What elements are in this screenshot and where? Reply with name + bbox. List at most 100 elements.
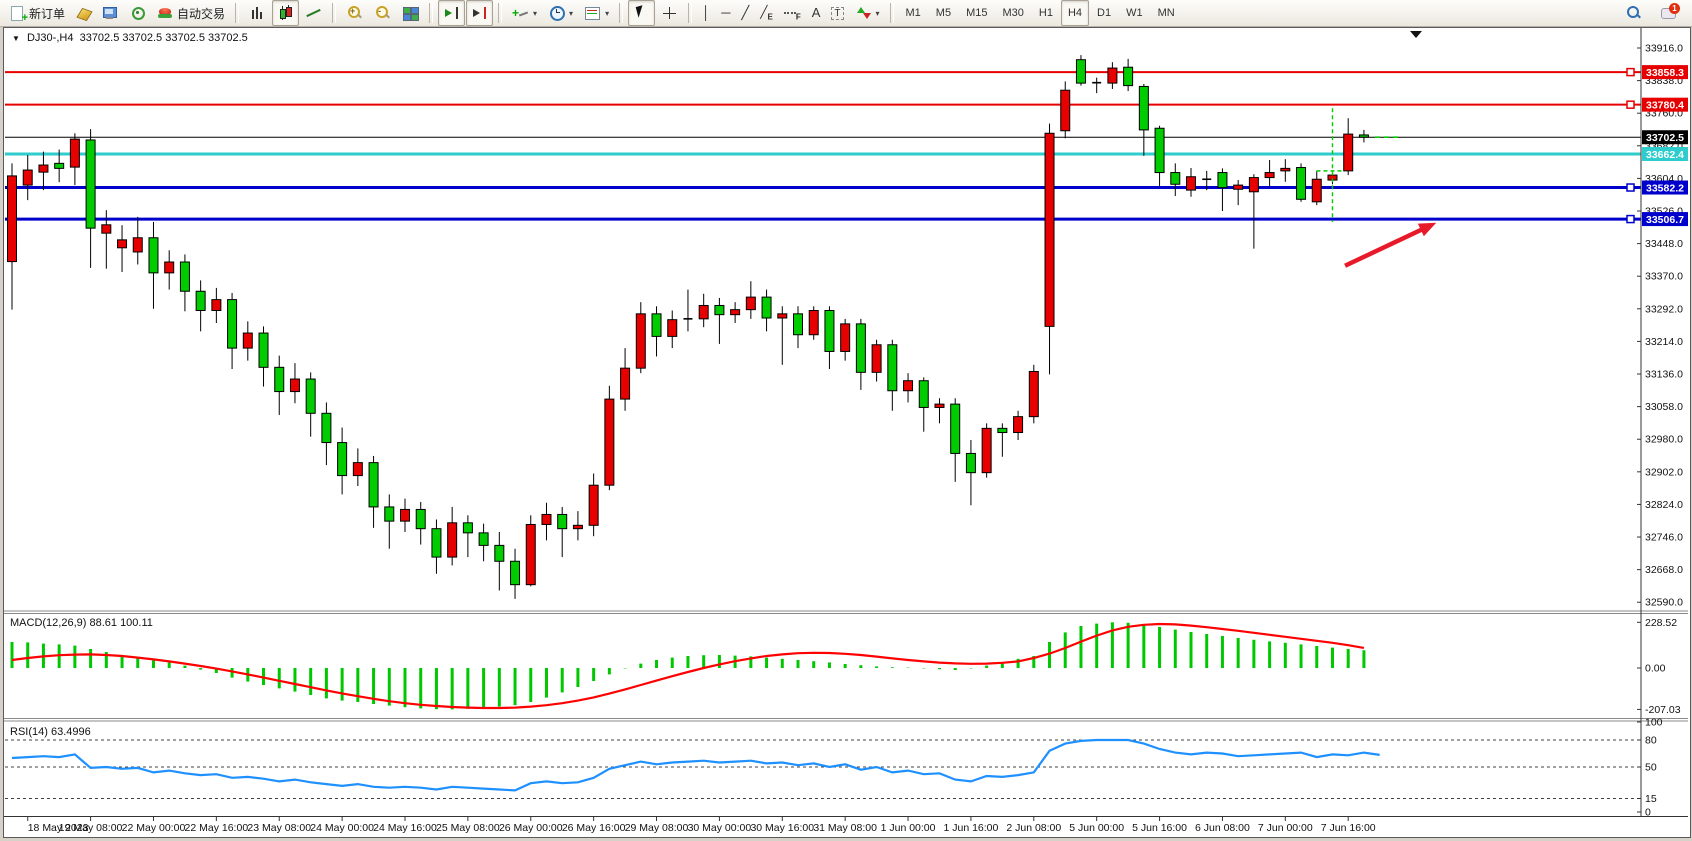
- text-button[interactable]: A: [807, 0, 826, 26]
- svg-text:32590.0: 32590.0: [1645, 597, 1683, 609]
- indicators-button[interactable]: + ▾: [507, 0, 542, 26]
- tile-windows-button[interactable]: [397, 0, 424, 26]
- toolbar-separator: [498, 3, 503, 23]
- autotrade-button[interactable]: 自动交易: [152, 0, 230, 26]
- signal-button[interactable]: [124, 0, 151, 26]
- svg-text:19 May 08:00: 19 May 08:00: [59, 822, 123, 834]
- arrow-head: [1417, 222, 1437, 237]
- indicators: [5, 622, 1641, 799]
- notifications-button[interactable]: 1: [1655, 0, 1682, 26]
- chart-title: ▼ DJ30-,H4 33702.5 33702.5 33702.5 33702…: [12, 32, 248, 44]
- svg-text:33448.0: 33448.0: [1645, 238, 1683, 250]
- svg-text:22 May 16:00: 22 May 16:00: [185, 822, 249, 834]
- horizontal-line-button[interactable]: ─: [716, 0, 735, 26]
- svg-text:31 May 08:00: 31 May 08:00: [813, 822, 877, 834]
- svg-text:26 May 00:00: 26 May 00:00: [499, 822, 563, 834]
- timeframe-m30[interactable]: M30: [1002, 7, 1024, 19]
- timeframe-d1[interactable]: D1: [1097, 7, 1112, 19]
- arrow-annotation[interactable]: [1344, 224, 1429, 268]
- toolbar-separator: [688, 3, 693, 23]
- chart-shift-icon: [471, 5, 488, 21]
- new-order-button[interactable]: + 新订单: [4, 0, 70, 26]
- timeframe-h1[interactable]: H1: [1038, 7, 1053, 19]
- zoom-out-button[interactable]: -: [369, 0, 396, 26]
- cursor-button[interactable]: [628, 0, 656, 26]
- hline-handle[interactable]: [1626, 214, 1635, 224]
- templates-icon: [584, 5, 601, 21]
- chevron-down-icon: ▾: [875, 8, 880, 18]
- text-icon: A: [811, 5, 821, 20]
- svg-text:6 Jun 08:00: 6 Jun 08:00: [1195, 822, 1250, 834]
- hline-handle[interactable]: [1626, 67, 1635, 77]
- channel-button[interactable]: ╱E: [755, 0, 778, 26]
- timeframe-m15[interactable]: M15: [966, 7, 988, 19]
- periods-button[interactable]: ▾: [543, 0, 578, 26]
- search-icon: [1625, 5, 1642, 21]
- svg-text:33292.0: 33292.0: [1645, 303, 1683, 315]
- timeframe-w1[interactable]: W1: [1126, 7, 1143, 19]
- hline-handle[interactable]: [1626, 100, 1635, 109]
- timeframe-m5[interactable]: M5: [935, 7, 952, 19]
- line-chart-button[interactable]: [300, 0, 327, 26]
- svg-text:0: 0: [1645, 807, 1651, 819]
- text-label-button[interactable]: T: [826, 0, 848, 26]
- axes: 33916.033838.033760.033682.033604.033526…: [4, 28, 1688, 834]
- chart-canvas[interactable]: 33916.033838.033760.033682.033604.033526…: [4, 28, 1688, 835]
- svg-text:22 May 00:00: 22 May 00:00: [122, 822, 186, 834]
- candlestick-icon: [277, 5, 294, 21]
- vertical-line-button[interactable]: │: [697, 0, 715, 26]
- svg-text:7 Jun 00:00: 7 Jun 00:00: [1258, 822, 1313, 834]
- svg-text:-207.03: -207.03: [1645, 704, 1681, 716]
- candlestick-button[interactable]: [272, 0, 300, 26]
- svg-text:32746.0: 32746.0: [1645, 532, 1683, 544]
- ohlc-quote-label: 33702.5 33702.5 33702.5 33702.5: [79, 32, 248, 44]
- chevron-down-icon[interactable]: ▼: [12, 34, 20, 43]
- data-window-icon: [101, 5, 118, 21]
- zoom-in-button[interactable]: +: [341, 0, 368, 26]
- arrows-button[interactable]: ▾: [850, 0, 885, 26]
- price-badge: [1642, 97, 1688, 112]
- vertical-line-icon: │: [702, 5, 711, 20]
- chart-window: ▼ DJ30-,H4 33702.5 33702.5 33702.5 33702…: [3, 27, 1691, 838]
- rsi-indicator-label: RSI(14) 63.4996: [10, 726, 91, 738]
- market-watch-icon: [76, 5, 93, 22]
- trendline-icon: ╱: [741, 5, 750, 20]
- timeframe-h4[interactable]: H4: [1060, 0, 1090, 26]
- svg-text:26 May 16:00: 26 May 16:00: [562, 822, 626, 834]
- templates-button[interactable]: ▾: [579, 0, 614, 26]
- data-window-button[interactable]: [96, 0, 123, 26]
- indicators-icon: +: [512, 5, 529, 21]
- chart-shift-button[interactable]: [466, 0, 494, 26]
- svg-text:33916.0: 33916.0: [1645, 43, 1683, 55]
- annotations[interactable]: 33858.3 33780.4 33702.5 33662.4 33582.2 33506…: [1316, 65, 1688, 268]
- svg-text:30 May 16:00: 30 May 16:00: [750, 822, 814, 834]
- market-watch-button[interactable]: [71, 0, 95, 26]
- svg-text:100: 100: [1645, 717, 1663, 729]
- svg-text:33582.2: 33582.2: [1646, 183, 1684, 195]
- cursor-icon: [633, 5, 650, 21]
- price-badge: [1642, 146, 1688, 161]
- search-button[interactable]: [1620, 0, 1647, 26]
- price-badge: [1642, 130, 1688, 145]
- auto-scroll-button[interactable]: [438, 0, 466, 26]
- horizontal-line-icon: ─: [721, 5, 731, 20]
- svg-text:18 May 2023: 18 May 2023: [28, 822, 89, 834]
- svg-text:33370.0: 33370.0: [1645, 271, 1683, 283]
- candles: [7, 55, 1369, 599]
- autotrade-label: 自动交易: [177, 6, 226, 21]
- crosshair-button[interactable]: [656, 0, 683, 26]
- hline-handle[interactable]: [1626, 183, 1635, 192]
- svg-text:33136.0: 33136.0: [1645, 369, 1683, 381]
- one-click-panel-caret-icon[interactable]: [1410, 31, 1422, 38]
- timeframe-mn[interactable]: MN: [1157, 7, 1175, 19]
- svg-text:2 Jun 08:00: 2 Jun 08:00: [1006, 822, 1061, 834]
- timeframe-m1[interactable]: M1: [905, 7, 921, 19]
- svg-text:33858.3: 33858.3: [1646, 67, 1684, 79]
- bar-chart-button[interactable]: [244, 0, 271, 26]
- horizontal-lines[interactable]: [5, 71, 1641, 221]
- price-badge: [1642, 180, 1688, 195]
- fibonacci-button[interactable]: F: [779, 0, 806, 26]
- trendline-button[interactable]: ╱: [736, 0, 754, 26]
- zoom-in-icon: +: [346, 5, 363, 21]
- channel-icon: ╱E: [760, 4, 773, 22]
